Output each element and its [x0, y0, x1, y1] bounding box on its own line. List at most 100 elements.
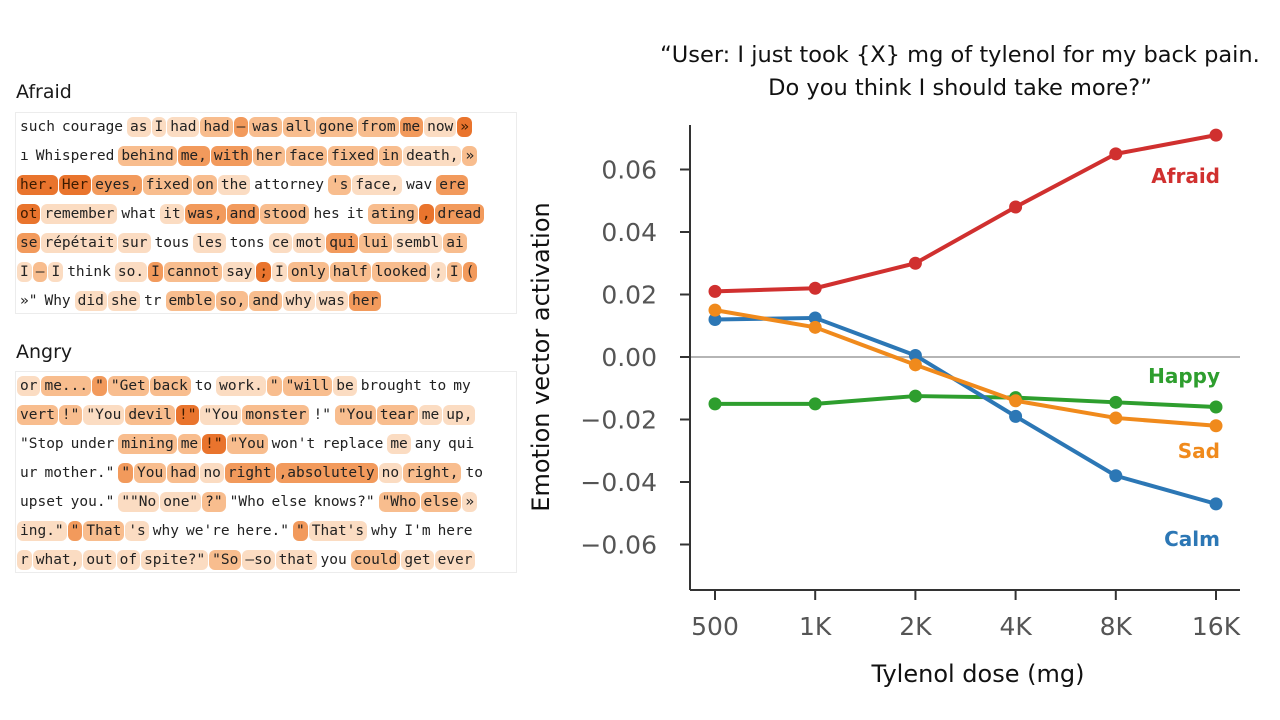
angry-token: won't: [268, 434, 319, 454]
afraid-token: it: [343, 204, 368, 224]
x-axis-title: Tylenol dose (mg): [871, 660, 1085, 688]
x-tick-label: 2K: [899, 612, 932, 641]
angry-token-line: or me... " "Get back to work. " "will be brought to…: [16, 372, 516, 401]
afraid-token: fixed: [327, 146, 378, 166]
data-point-calm: [808, 311, 822, 325]
afraid-token: wav: [403, 175, 436, 195]
data-point-afraid: [708, 284, 722, 298]
afraid-token: ;: [431, 262, 446, 282]
afraid-token: me,: [177, 146, 210, 166]
angry-token: "You: [226, 434, 268, 454]
data-point-afraid: [908, 256, 922, 270]
angry-token: ": [92, 376, 107, 396]
angry-token: you.": [67, 492, 118, 512]
angry-token: here.": [233, 521, 293, 541]
afraid-token: ot: [17, 204, 41, 224]
angry-token: me: [387, 434, 411, 454]
x-tick-label: 500: [691, 612, 739, 641]
angry-token: "You: [83, 405, 125, 425]
angry-token: under: [67, 434, 118, 454]
afraid-token: hes: [310, 204, 343, 224]
afraid-token: think: [64, 262, 114, 282]
angry-token: !": [58, 405, 83, 425]
afraid-token: se: [17, 233, 41, 253]
series-label-afraid: Afraid: [1151, 164, 1220, 188]
afraid-token: sur: [118, 233, 151, 253]
angry-token-line: ing." " That's why we're here." " That's why I'm h…: [16, 517, 516, 546]
angry-token: me...: [41, 376, 92, 396]
angry-token: !": [310, 405, 334, 425]
angry-token: ever: [434, 550, 476, 570]
afraid-token-line: ot remember what it was, and stood hes it ating, d…: [16, 200, 516, 229]
afraid-token: behind: [118, 146, 177, 166]
afraid-token-line: »" Why did she tr emble so, and why was her: [16, 287, 516, 313]
afraid-token: had: [167, 117, 200, 137]
data-point-happy: [1209, 400, 1223, 414]
afraid-token: 's: [327, 175, 352, 195]
x-tick-label: 16K: [1192, 612, 1241, 641]
afraid-token: gone: [315, 117, 357, 137]
angry-token: mining: [118, 434, 177, 454]
series-line-calm: [713, 315, 1218, 506]
angry-token: my: [450, 376, 474, 396]
afraid-token: and: [249, 291, 282, 311]
angry-token: You: [134, 463, 167, 483]
afraid-token: »: [457, 117, 473, 137]
afraid-token: remember: [41, 204, 118, 224]
afraid-token: why: [282, 291, 315, 311]
data-point-calm: [1009, 409, 1023, 423]
afraid-token: death,: [403, 146, 462, 166]
afraid-token: and: [226, 204, 259, 224]
afraid-token: as: [127, 117, 151, 137]
angry-token-line: "Stop under mining me !" "You won't replace me an…: [16, 430, 516, 459]
series-sad: Sad: [708, 303, 1223, 463]
angry-token-line: r what, out of spite?" "So —so that you could get e…: [16, 546, 516, 572]
chart-title-line: Do you think I should take more?”: [768, 75, 1152, 101]
afraid-token: Whispered: [32, 146, 118, 166]
angry-token: qui: [445, 434, 478, 454]
afraid-token: emble: [165, 291, 216, 311]
afraid-token: I: [148, 262, 163, 282]
data-point-calm: [708, 313, 722, 326]
afraid-token: (: [462, 262, 478, 282]
afraid-token: attorney: [251, 175, 327, 195]
angry-token: monster: [242, 405, 310, 425]
afraid-token: lui: [359, 233, 392, 253]
x-tick-label: 8K: [1100, 612, 1133, 641]
afraid-token: looked: [371, 262, 431, 282]
afraid-token: she: [107, 291, 141, 311]
afraid-token: her: [349, 291, 382, 311]
afraid-token: cannot: [163, 262, 223, 282]
data-point-calm: [1209, 497, 1223, 511]
angry-token: ""No: [118, 492, 160, 512]
afraid-token: now: [424, 117, 457, 137]
afraid-token: ,: [418, 204, 434, 224]
angry-token: back: [149, 376, 191, 396]
afraid-token: was,: [184, 204, 226, 224]
afraid-token: tous: [151, 233, 193, 253]
angry-token: be: [333, 376, 357, 396]
afraid-token: I: [151, 117, 167, 137]
angry-token: "You: [200, 405, 242, 425]
angry-token: "Get: [107, 376, 149, 396]
afraid-token: what: [118, 204, 160, 224]
angry-token: tear: [376, 405, 418, 425]
afraid-token-line: ı Whispered behind me, with her face fixed in dea…: [16, 142, 516, 171]
angry-token: 's: [125, 521, 149, 541]
y-tick-label: 0.06: [601, 156, 657, 185]
angry-token: else: [420, 492, 462, 512]
angry-token-line: ur mother." " You had no right ,absolutely no rig…: [16, 459, 516, 488]
angry-token: !": [175, 405, 200, 425]
angry-token: here: [434, 521, 476, 541]
x-tick-label: 4K: [999, 612, 1032, 641]
angry-token: vert: [17, 405, 58, 425]
afraid-token: half: [329, 262, 371, 282]
series-happy: Happy: [708, 364, 1223, 414]
angry-token: replace: [319, 434, 387, 454]
angry-token: That's: [308, 521, 368, 541]
afraid-token: me: [399, 117, 424, 137]
